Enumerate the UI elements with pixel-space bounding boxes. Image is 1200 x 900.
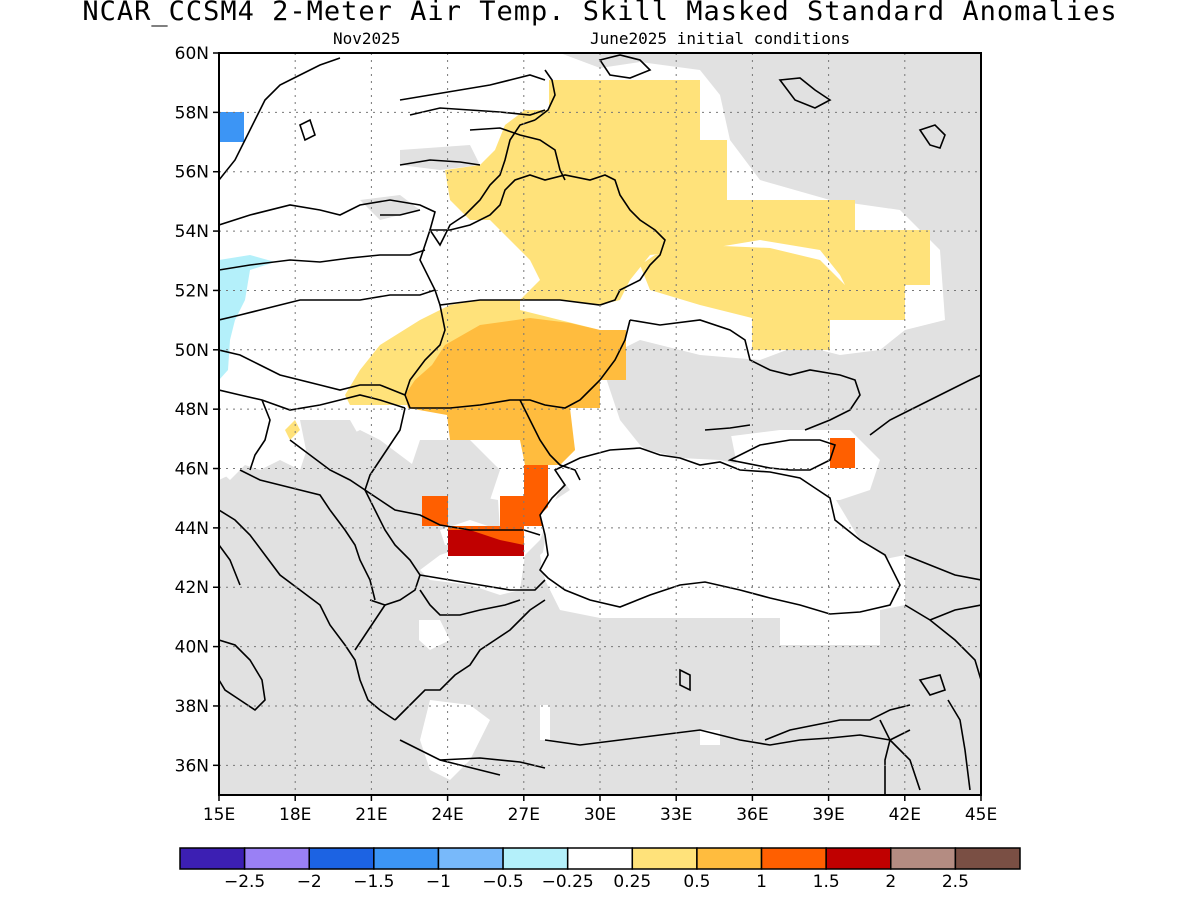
lat-tick-label: 56N: [175, 163, 209, 183]
map-axes: 15E 18E 21E 24E 27E 30E 33E 36E 39E 42E 45E 60N 58N 5…: [175, 44, 998, 825]
colorbar-swatch: [373, 847, 440, 870]
lat-tick-label: 36N: [175, 756, 209, 776]
colorbar-swatch: [243, 847, 310, 870]
lon-tick-label: 18E: [279, 805, 311, 825]
lat-tick-label: 60N: [175, 44, 209, 64]
colorbar-swatch: [308, 847, 375, 870]
valid-month-label: Nov2025: [333, 29, 401, 48]
init-conditions-label: June2025 initial conditions: [590, 29, 851, 48]
colorbar-swatch: [437, 847, 504, 870]
lat-tick-label: 54N: [175, 222, 209, 242]
colorbar-label: −2: [297, 872, 322, 892]
colorbar-swatch: [696, 847, 763, 870]
lon-tick-label: 39E: [812, 805, 844, 825]
colorbar-swatch: [890, 847, 957, 870]
colorbar-label: −0.25: [542, 872, 594, 892]
colorbar-label: −1.5: [353, 872, 394, 892]
colorbar-swatch: [631, 847, 698, 870]
lat-tick-label: 58N: [175, 103, 209, 123]
anomaly-0-5-to-1: [405, 318, 626, 465]
lat-tick-label: 44N: [175, 519, 209, 539]
colorbar-label: −1: [426, 872, 451, 892]
lon-tick-label: 15E: [203, 805, 235, 825]
lat-tick-label: 50N: [175, 341, 209, 361]
lat-tick-label: 40N: [175, 638, 209, 658]
colorbar: −2.5 −2 −1.5 −1 −0.5 −0.25 0.25 0.5 1 1.5 2 2.5: [179, 847, 1021, 892]
colorbar-label: 1: [756, 872, 767, 892]
colorbar-label: −2.5: [224, 872, 265, 892]
colorbar-label: −0.5: [482, 872, 523, 892]
lon-tick-label: 27E: [508, 805, 540, 825]
colorbar-label: 2: [885, 872, 896, 892]
colorbar-swatch: [954, 847, 1021, 870]
colorbar-swatch: [179, 847, 246, 870]
lon-tick-label: 21E: [355, 805, 387, 825]
colorbar-label: 2.5: [942, 872, 969, 892]
lat-tick-label: 42N: [175, 578, 209, 598]
lon-tick-label: 30E: [584, 805, 616, 825]
coastlines-borders: [219, 54, 981, 795]
lon-tick-label: 36E: [736, 805, 768, 825]
anomaly-1-5-to-2: [448, 530, 524, 556]
lat-tick-label: 46N: [175, 460, 209, 480]
lat-tick-label: 48N: [175, 400, 209, 420]
map-layers: [219, 53, 981, 795]
lat-tick-label: 38N: [175, 697, 209, 717]
colorbar-swatch: [825, 847, 892, 870]
cold-anomalies: [219, 112, 275, 380]
lon-tick-label: 33E: [660, 805, 692, 825]
gridlines: [219, 53, 981, 795]
colorbar-label: 1.5: [813, 872, 840, 892]
colorbar-swatch: [760, 847, 827, 870]
lon-tick-label: 24E: [431, 805, 463, 825]
colorbar-swatch: [566, 847, 634, 870]
lon-tick-label: 45E: [965, 805, 997, 825]
colorbar-label: 0.5: [683, 872, 710, 892]
colorbar-label: 0.25: [613, 872, 651, 892]
chart-title: NCAR_CCSM4 2-Meter Air Temp. Skill Maske…: [82, 0, 1118, 27]
lon-tick-label: 42E: [889, 805, 921, 825]
black-sea: [540, 448, 900, 615]
colorbar-swatch: [502, 847, 569, 870]
lat-tick-label: 52N: [175, 281, 209, 301]
